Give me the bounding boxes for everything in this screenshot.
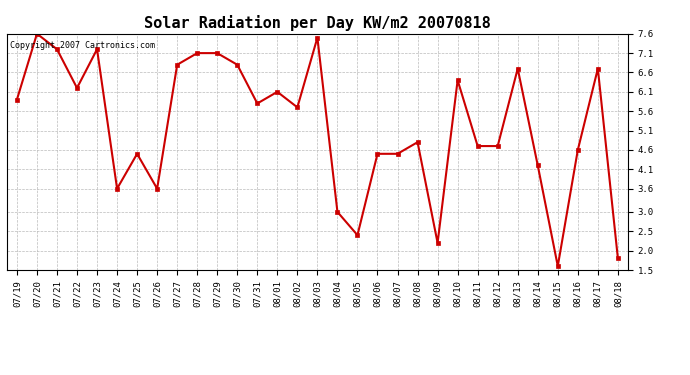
Text: Copyright 2007 Cartronics.com: Copyright 2007 Cartronics.com (10, 41, 155, 50)
Title: Solar Radiation per Day KW/m2 20070818: Solar Radiation per Day KW/m2 20070818 (144, 15, 491, 31)
